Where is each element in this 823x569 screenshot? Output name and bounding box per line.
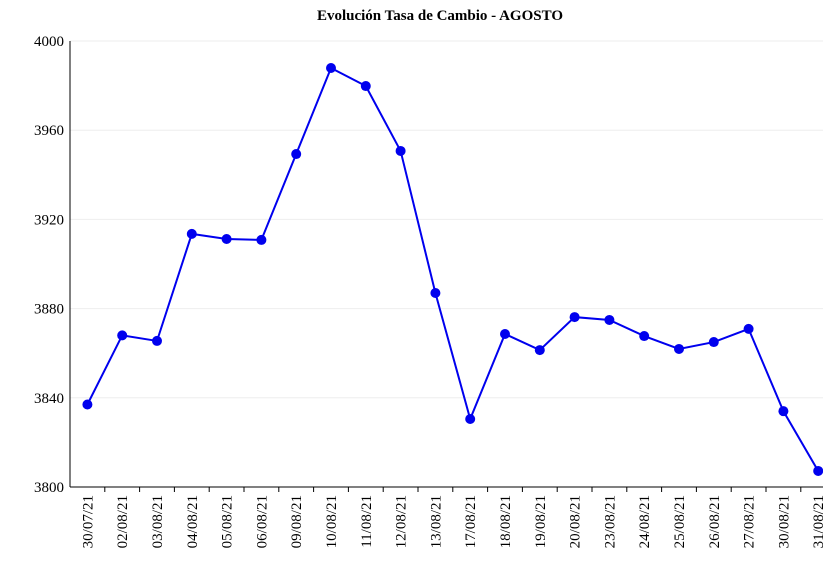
x-tick-label: 30/07/21 — [80, 495, 96, 548]
point — [152, 335, 162, 346]
y-tick-label: 3880 — [34, 302, 64, 318]
point — [534, 345, 545, 356]
y-tick-label: 3800 — [34, 480, 64, 496]
y-tick-label: 3920 — [34, 212, 64, 228]
point — [813, 465, 823, 476]
x-tick-label: 17/08/21 — [463, 495, 479, 548]
point — [186, 228, 197, 239]
point — [117, 330, 128, 341]
x-tick-label: 05/08/21 — [220, 495, 236, 548]
point — [500, 329, 510, 340]
x-tick-label: 06/08/21 — [254, 495, 270, 548]
x-tick-label: 27/08/21 — [742, 495, 758, 548]
point — [291, 149, 302, 160]
y-tick-label: 4000 — [34, 34, 64, 50]
point — [360, 81, 371, 92]
point — [569, 312, 580, 323]
point — [430, 287, 441, 298]
point — [465, 413, 476, 424]
x-tick-label: 04/08/21 — [185, 495, 201, 548]
x-tick-label: 18/08/21 — [498, 495, 514, 548]
point — [604, 314, 615, 325]
point — [639, 331, 650, 342]
x-tick-label: 25/08/21 — [672, 495, 688, 548]
x-tick-label: 26/08/21 — [707, 495, 723, 548]
x-tick-label: 24/08/21 — [637, 495, 653, 548]
point — [326, 62, 336, 73]
x-tick-label: 12/08/21 — [394, 495, 410, 548]
y-tick-label: 3960 — [34, 123, 64, 139]
x-tick-label: 09/08/21 — [289, 495, 305, 548]
x-tick-label: 13/08/21 — [428, 495, 444, 548]
y-tick-label: 3840 — [34, 391, 64, 407]
x-tick-label: 19/08/21 — [533, 495, 549, 548]
x-tick-label: 31/08/21 — [811, 495, 823, 548]
x-tick-label: 11/08/21 — [359, 495, 375, 548]
x-tick-label: 20/08/21 — [568, 495, 584, 548]
point — [221, 234, 232, 245]
x-tick-label: 30/08/21 — [776, 495, 792, 548]
point — [743, 323, 754, 334]
line — [86, 66, 820, 472]
point — [778, 406, 789, 417]
point — [395, 145, 406, 156]
point — [708, 337, 719, 348]
point — [82, 399, 93, 410]
point — [256, 234, 267, 245]
x-tick-label: 02/08/21 — [115, 495, 131, 548]
x-tick-label: 03/08/21 — [150, 495, 166, 548]
chart-title: Evolución Tasa de Cambio - AGOSTO — [317, 8, 563, 24]
x-tick-label: 10/08/21 — [324, 495, 340, 548]
x-tick-label: 23/08/21 — [602, 495, 618, 548]
point — [674, 343, 684, 354]
